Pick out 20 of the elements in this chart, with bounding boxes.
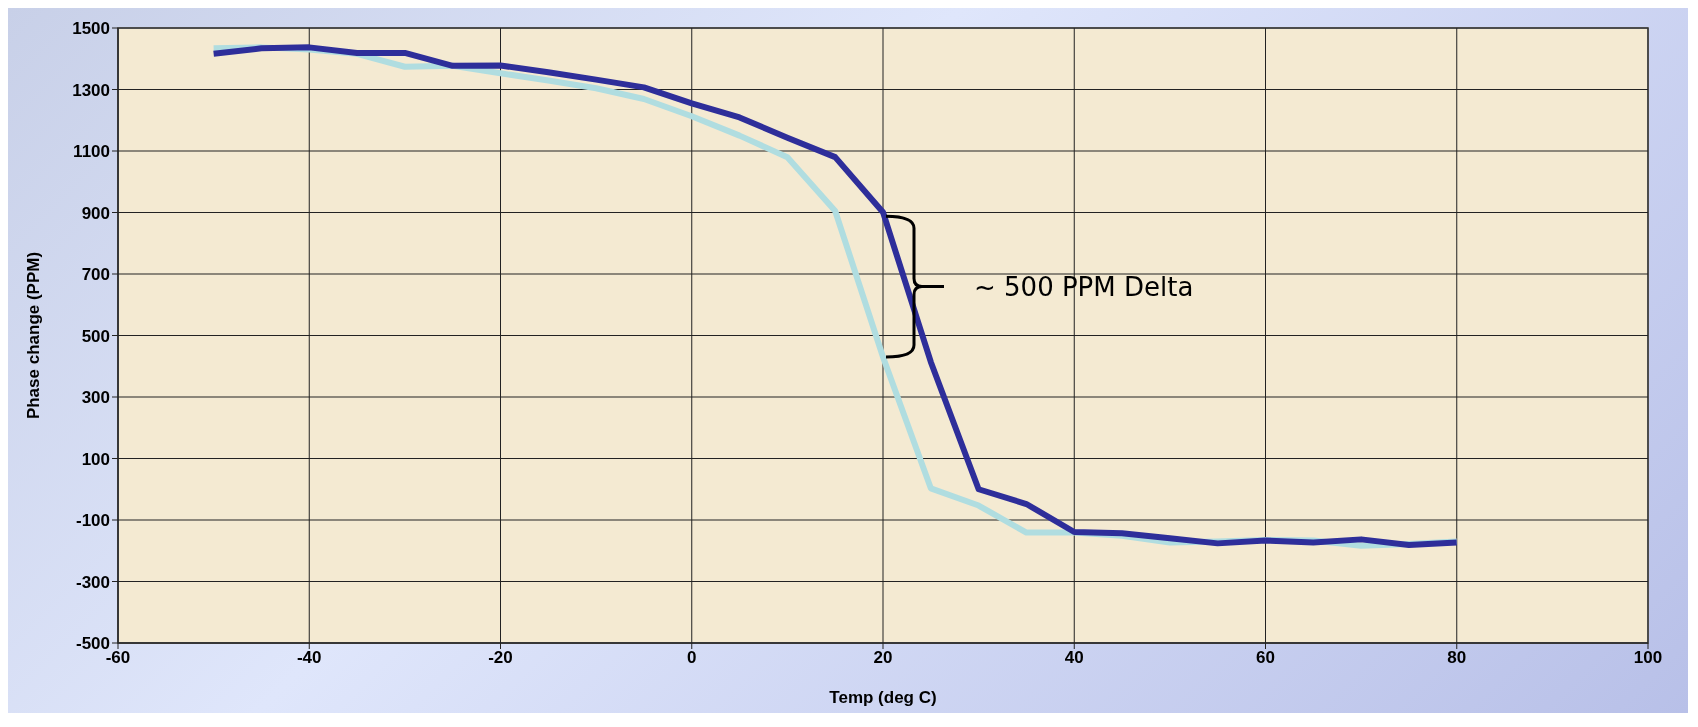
y-tick-label: 1100 — [73, 142, 110, 162]
x-tick-label: -20 — [488, 648, 513, 668]
y-axis-title: Phase change (PPM) — [24, 251, 44, 420]
x-tick-label: 40 — [1064, 648, 1084, 668]
x-tick-label: 80 — [1447, 648, 1467, 668]
x-tick-label: -40 — [296, 648, 322, 668]
y-tick-label: 1500 — [72, 19, 110, 39]
x-tick-label: 60 — [1256, 648, 1275, 668]
x-tick-label: 20 — [873, 648, 893, 668]
y-tick-label: 700 — [81, 265, 110, 285]
y-tick-label: -300 — [75, 572, 110, 592]
x-tick-label: 100 — [1633, 648, 1663, 668]
x-tick-label: 0 — [687, 648, 697, 668]
y-tick-label: 300 — [81, 388, 110, 408]
y-tick-label: 1300 — [72, 80, 110, 100]
y-tick-label: -100 — [75, 511, 110, 531]
y-tick-label: 500 — [81, 326, 110, 346]
y-tick-label: 900 — [81, 203, 110, 223]
y-tick-label: 100 — [81, 449, 110, 469]
x-axis-title: Temp (deg C) — [829, 688, 937, 707]
